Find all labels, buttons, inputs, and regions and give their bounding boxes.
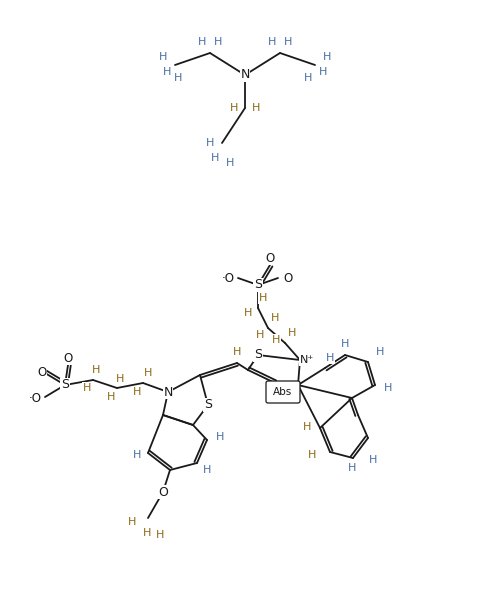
Text: H: H [133,387,141,397]
Text: H: H [128,517,136,527]
Text: N⁺: N⁺ [300,355,314,365]
Text: S: S [254,348,262,362]
Text: H: H [211,153,219,163]
Text: O: O [37,367,47,379]
Text: H: H [216,432,224,442]
Text: H: H [203,465,211,475]
Text: O: O [283,272,292,284]
Text: H: H [206,138,214,148]
Text: S: S [61,379,69,391]
Text: H: H [284,37,292,47]
Text: H: H [252,103,260,113]
Text: O: O [158,485,168,499]
Text: H: H [92,365,100,375]
Text: O: O [63,352,72,364]
Text: H: H [226,158,234,168]
Text: S: S [254,278,262,292]
Text: H: H [244,308,252,318]
Text: H: H [341,339,349,349]
Text: N: N [163,385,173,399]
Text: H: H [133,450,141,460]
Text: H: H [308,450,316,460]
Text: H: H [268,37,276,47]
Text: H: H [259,293,267,303]
Text: H: H [304,73,312,83]
Text: H: H [288,328,296,338]
Text: H: H [233,347,241,357]
Text: ·O: ·O [29,391,42,405]
Text: H: H [272,335,280,345]
Text: H: H [143,528,151,538]
Text: H: H [323,52,331,62]
Text: Abs: Abs [274,387,293,397]
FancyBboxPatch shape [266,381,300,403]
Text: H: H [256,330,264,340]
Text: H: H [319,67,327,77]
Text: H: H [384,383,392,393]
Text: H: H [83,383,91,393]
Text: H: H [159,52,167,62]
Text: H: H [107,392,115,402]
Text: H: H [376,347,384,357]
Text: S: S [204,399,212,411]
Text: H: H [326,353,334,363]
Text: H: H [116,374,124,384]
Text: H: H [174,73,182,83]
Text: O: O [265,252,275,264]
Text: H: H [348,463,356,473]
Text: H: H [369,455,377,465]
Text: H: H [163,67,171,77]
Text: H: H [156,530,164,540]
Text: H: H [271,313,279,323]
Text: H: H [198,37,206,47]
Text: H: H [144,368,152,378]
Text: H: H [214,37,222,47]
Text: ·O: ·O [222,272,235,284]
Text: N: N [240,68,250,82]
Text: H: H [230,103,238,113]
Text: H: H [303,422,311,432]
